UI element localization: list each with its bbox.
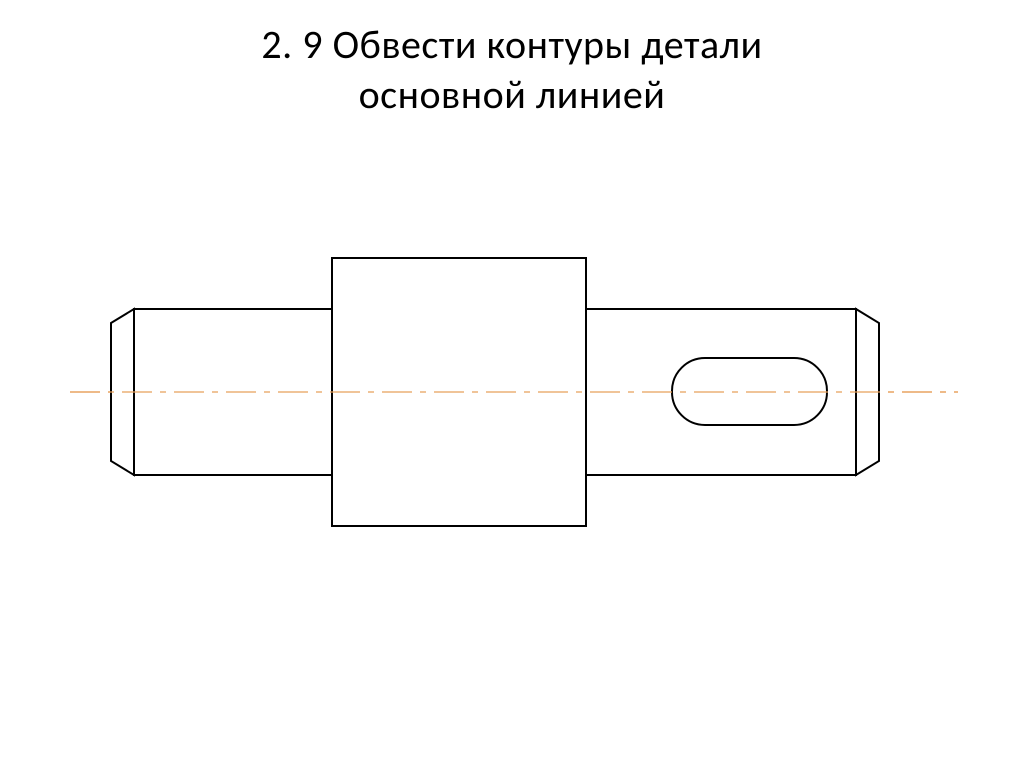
technical-drawing: [0, 0, 1024, 767]
page-container: 2. 9 Обвести контуры детали основной лин…: [0, 0, 1024, 767]
